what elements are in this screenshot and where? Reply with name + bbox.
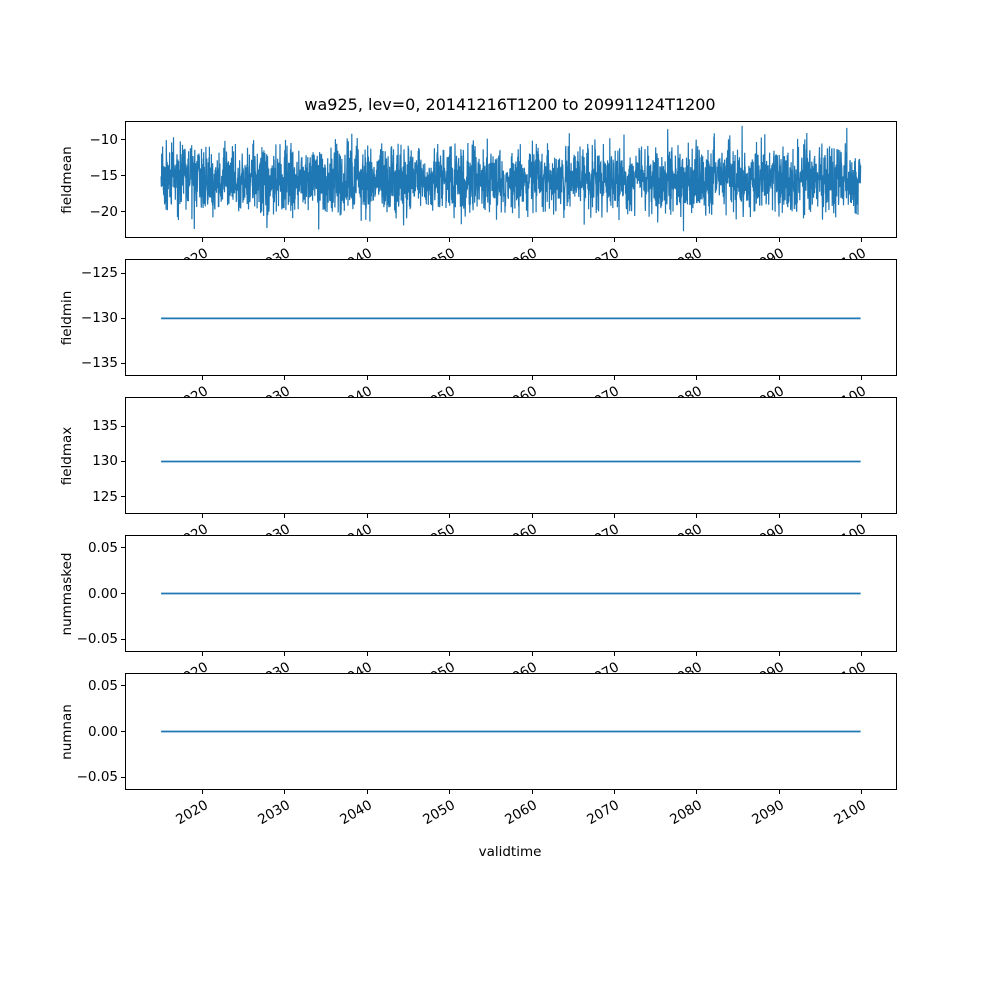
y-tick-label: 0.05 (87, 539, 118, 556)
x-tick-mark (284, 376, 286, 380)
x-tick-mark (778, 514, 780, 518)
subplot-fieldmax: fieldmax13513012520202030204020502060207… (59, 397, 897, 552)
x-tick-label: 2050 (419, 797, 458, 829)
y-tick-label: −10 (89, 131, 119, 148)
y-tick-mark (121, 317, 125, 319)
y-tick-label: 135 (92, 418, 118, 435)
x-tick-mark (449, 376, 451, 380)
y-tick-label: −130 (80, 310, 118, 327)
y-tick-mark (121, 776, 125, 778)
x-tick-mark (860, 376, 862, 380)
x-tick-mark (531, 790, 533, 794)
x-tick-mark (284, 238, 286, 242)
x-tick-label: 2020 (172, 797, 211, 829)
x-tick-mark (449, 238, 451, 242)
x-tick-mark (778, 652, 780, 656)
x-tick-mark (613, 790, 615, 794)
x-tick-mark (202, 238, 204, 242)
y-tick-label: −0.05 (76, 631, 118, 648)
y-tick-mark (121, 175, 125, 177)
y-tick-label: −125 (80, 265, 118, 282)
x-tick-mark (860, 238, 862, 242)
x-tick-mark (284, 514, 286, 518)
x-tick-label: 2090 (749, 797, 788, 829)
x-tick-mark (613, 514, 615, 518)
x-tick-mark (531, 514, 533, 518)
y-tick-mark (121, 362, 125, 364)
x-tick-mark (202, 652, 204, 656)
x-tick-label: 2030 (255, 797, 293, 829)
x-tick-mark (696, 790, 698, 794)
x-tick-mark (778, 238, 780, 242)
x-tick-label: 2100 (831, 797, 870, 829)
y-tick-label: −20 (89, 203, 119, 220)
x-tick-mark (860, 514, 862, 518)
y-tick-mark (121, 731, 125, 732)
y-tick-mark (121, 685, 125, 687)
x-tick-mark (449, 514, 451, 518)
x-tick-mark (284, 652, 286, 656)
x-tick-mark (860, 790, 862, 794)
x-tick-mark (202, 790, 204, 794)
x-tick-mark (366, 790, 368, 794)
subplot-numnan: numnan 0.05 0.00 −0.05 2020 2030 2040 2050 2060 2… (59, 673, 897, 828)
x-tick-mark (366, 652, 368, 656)
x-tick-mark (613, 376, 615, 380)
x-tick-mark (531, 652, 533, 656)
x-tick-mark (696, 238, 698, 242)
x-tick-mark (202, 376, 204, 380)
y-tick-label: 125 (92, 488, 118, 505)
x-tick-mark (778, 790, 780, 794)
y-tick-label: 130 (92, 453, 118, 470)
y-tick-label: −135 (80, 355, 118, 372)
y-tick-mark (121, 496, 125, 498)
y-tick-label: 0.00 (87, 723, 118, 740)
x-tick-mark (366, 514, 368, 518)
x-tick-mark (449, 790, 451, 794)
figure-title: wa925, lev=0, 20141216T1200 to 20991124T… (304, 95, 716, 114)
data-line-fieldmean (160, 125, 862, 232)
x-tick-mark (613, 652, 615, 656)
x-tick-mark (202, 514, 204, 518)
x-tick-label: 2080 (666, 797, 705, 829)
x-tick-label: 2070 (584, 797, 623, 829)
y-tick-mark (121, 593, 125, 594)
x-tick-mark (531, 376, 533, 380)
x-tick-label: 2040 (337, 797, 376, 829)
y-tick-mark (121, 460, 125, 462)
y-tick-label: 0.00 (87, 585, 118, 602)
y-tick-label: −0.05 (76, 769, 118, 786)
x-tick-mark (284, 790, 286, 794)
x-tick-mark (613, 238, 615, 242)
x-tick-mark (696, 376, 698, 380)
x-tick-mark (778, 376, 780, 380)
y-tick-mark (121, 139, 125, 141)
x-tick-mark (531, 238, 533, 242)
x-tick-mark (366, 376, 368, 380)
x-tick-mark (860, 652, 862, 656)
subplot-fieldmin: fieldmin−125−130−13520202030204020502060… (59, 259, 897, 414)
y-tick-mark (121, 272, 125, 274)
y-tick-mark (121, 425, 125, 427)
plot-area (161, 460, 861, 463)
plot-area (161, 317, 861, 320)
x-tick-label: 2060 (502, 797, 540, 829)
plot-area (160, 125, 862, 232)
x-tick-mark (696, 514, 698, 518)
x-tick-mark (366, 238, 368, 242)
subplot-fieldmean: fieldmean−10−15−202020203020402050206020… (59, 121, 897, 276)
x-tick-mark (696, 652, 698, 656)
y-tick-mark (121, 211, 125, 213)
y-tick-label: −15 (89, 167, 119, 184)
subplot-nummasked: nummasked0.050.00−0.05202020302040205020… (59, 535, 897, 690)
x-tick-mark (449, 652, 451, 656)
plot-area (161, 592, 861, 595)
x-axis-label: validtime (478, 844, 542, 860)
y-tick-mark (121, 638, 125, 640)
y-tick-label: 0.05 (87, 677, 118, 694)
plot-area (161, 730, 861, 733)
y-tick-mark (121, 547, 125, 549)
